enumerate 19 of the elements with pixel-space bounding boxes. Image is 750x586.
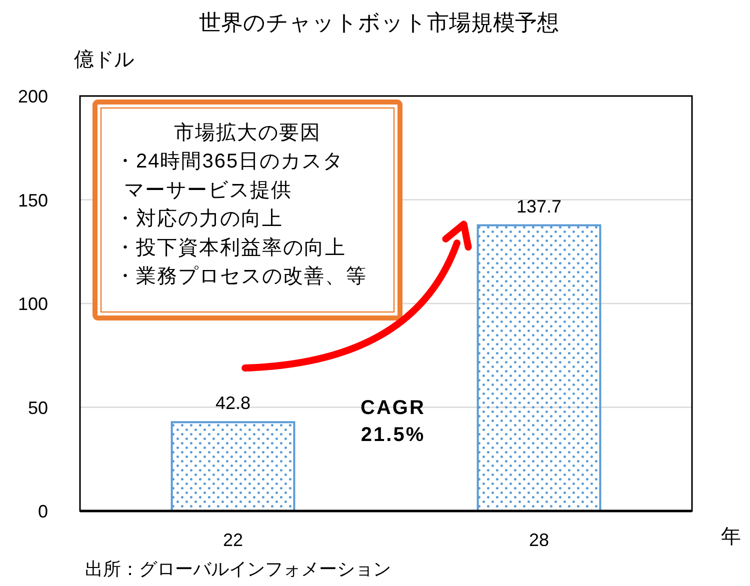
text: 出所：グローバルインフォメーション: [85, 559, 391, 579]
y-tick-label: 50: [28, 398, 48, 418]
y-tick-label: 150: [18, 190, 48, 210]
x-axis-title: 年: [721, 526, 741, 548]
annotation: CAGR 21.5%: [360, 397, 426, 446]
x-tick-label: 28: [528, 530, 550, 550]
annotation: 市場拡大の要因: [174, 122, 321, 144]
data-label: 42.8: [215, 393, 251, 414]
y-tick-label: 100: [18, 294, 48, 314]
data-label: 137.7: [516, 196, 562, 216]
annotation: ・対応の力の向上: [115, 207, 283, 230]
annotation: ・業務プロセスの改善、等: [115, 264, 367, 288]
chart-title: 世界のチャットボット市場規模予想: [199, 10, 559, 35]
y-tick-label: 0: [38, 502, 48, 522]
annotation: ・24時間365日のカスタマーサービス提供: [115, 150, 344, 202]
annotation: ・投下資本利益率の向上: [115, 236, 346, 259]
y-tick-label: 200: [18, 86, 48, 106]
y-axis-title: 億ドル: [74, 49, 134, 71]
x-tick-label: 22: [222, 530, 244, 550]
